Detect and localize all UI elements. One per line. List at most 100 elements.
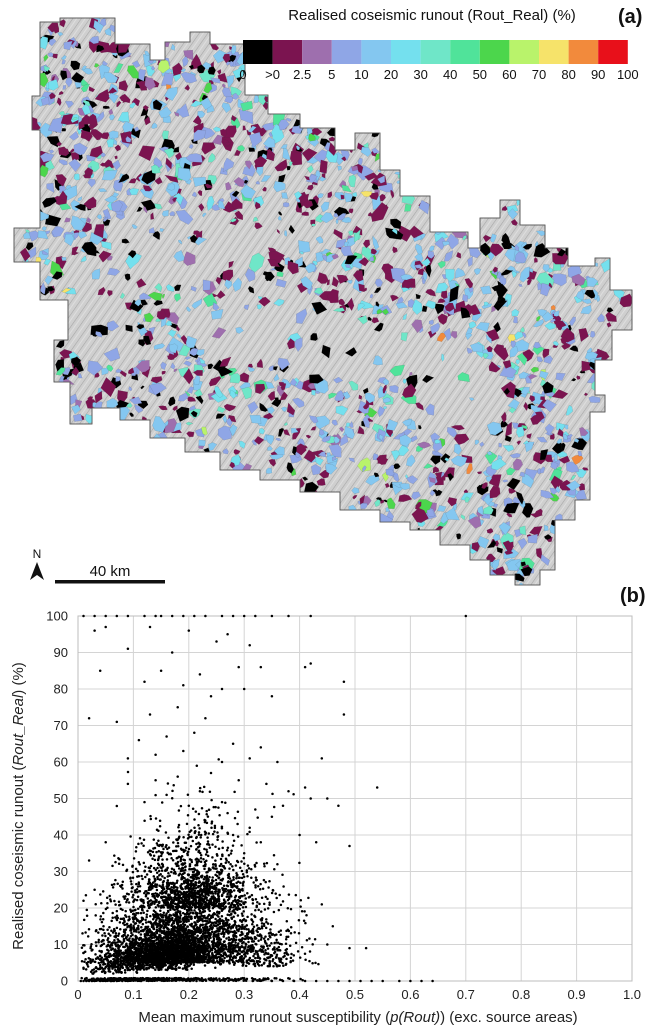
- landslide: [106, 398, 119, 409]
- panel-a-map: Realised coseismic runout (Rout_Real) (%…: [13, 6, 642, 586]
- scatter-point: [207, 808, 211, 812]
- landslide: [94, 88, 110, 103]
- landslide: [351, 487, 360, 494]
- scatter-point: [120, 943, 123, 946]
- scatter-point: [140, 926, 143, 929]
- landslide: [292, 427, 302, 440]
- scatter-point: [123, 920, 126, 924]
- scatter-point: [208, 944, 211, 948]
- scatter-point: [144, 921, 148, 924]
- landslide: [377, 385, 388, 399]
- scatter-point: [178, 835, 181, 839]
- scatter-point: [212, 961, 215, 964]
- scatter-point: [172, 841, 175, 844]
- scatter-point: [157, 839, 160, 843]
- scatter-point: [86, 935, 90, 938]
- scatter-point: [200, 807, 204, 810]
- scatter-point: [137, 924, 140, 928]
- y-tick-label: 50: [54, 791, 68, 806]
- scatter-point: [199, 860, 203, 864]
- landslide: [519, 525, 527, 536]
- scatter-point: [161, 883, 165, 887]
- landslide: [549, 492, 560, 502]
- landslide: [335, 405, 349, 416]
- scatter-point: [135, 888, 139, 891]
- landslide: [262, 186, 267, 192]
- scatter-point: [176, 910, 180, 914]
- landslide: [340, 194, 345, 200]
- landslide: [124, 273, 131, 282]
- landslide: [352, 495, 358, 500]
- landslide: [418, 425, 422, 430]
- scatter-point: [136, 907, 140, 910]
- y-tick-label: 10: [54, 937, 68, 952]
- scatter-point: [228, 867, 231, 870]
- north-label: N: [33, 547, 42, 561]
- scatter-point: [157, 915, 160, 919]
- scatter-point: [155, 894, 158, 898]
- scatter-point: [198, 827, 201, 830]
- scatter-point: [232, 889, 236, 892]
- landslide: [564, 424, 569, 430]
- landslide: [91, 268, 101, 280]
- landslide: [540, 396, 546, 401]
- landslide: [345, 422, 352, 428]
- scatter-point: [131, 895, 134, 899]
- scatter-point: [121, 887, 124, 890]
- scatter-point: [170, 933, 173, 937]
- landslide: [46, 136, 60, 148]
- scatter-point: [221, 864, 224, 868]
- scatter-point: [224, 905, 228, 908]
- scatter-point: [224, 801, 227, 805]
- landslide: [293, 337, 303, 353]
- scatter-point: [166, 927, 169, 931]
- landslide: [183, 360, 193, 367]
- landslide: [362, 403, 370, 410]
- scatter-point: [195, 848, 198, 851]
- scatter-point: [180, 882, 183, 886]
- scatter-point: [166, 851, 169, 855]
- scatter-point: [135, 930, 138, 933]
- landslide: [80, 132, 88, 140]
- scatter-point: [107, 949, 110, 952]
- landslide: [129, 102, 136, 109]
- scatter-point: [137, 842, 140, 846]
- scatter-point: [234, 894, 238, 898]
- scatter-point: [134, 867, 138, 871]
- scatter-point: [154, 900, 158, 904]
- scatter-point: [97, 938, 101, 942]
- landslide: [488, 361, 501, 373]
- scatter-point: [128, 939, 131, 942]
- landslide: [479, 441, 485, 447]
- north-arrow-icon: [30, 562, 44, 580]
- scatter-point: [240, 844, 243, 847]
- landslide: [577, 450, 583, 457]
- landslide: [392, 463, 401, 470]
- scatter-point: [159, 873, 162, 876]
- scatter-point: [85, 914, 89, 917]
- landslide: [129, 412, 134, 417]
- scatter-point: [115, 909, 119, 913]
- scatter-point: [168, 874, 171, 878]
- landslide: [516, 440, 522, 446]
- legend-label: 40: [443, 67, 457, 82]
- scatter-point: [176, 922, 179, 926]
- scatter-point: [215, 881, 218, 885]
- scatter-point: [142, 911, 145, 915]
- landslide: [208, 152, 216, 163]
- landslide: [505, 421, 512, 437]
- scatter-point: [144, 895, 148, 898]
- scatter-point: [206, 836, 209, 839]
- scatter-point: [131, 909, 134, 913]
- landslide: [247, 285, 255, 294]
- landslide: [170, 43, 176, 51]
- landslide: [450, 331, 458, 339]
- landslide: [102, 105, 110, 110]
- landslide: [301, 148, 318, 162]
- landslide: [315, 251, 324, 263]
- landslide: [406, 475, 419, 485]
- scatter-point: [170, 797, 174, 800]
- scatter-point: [148, 849, 151, 852]
- landslide: [533, 257, 538, 263]
